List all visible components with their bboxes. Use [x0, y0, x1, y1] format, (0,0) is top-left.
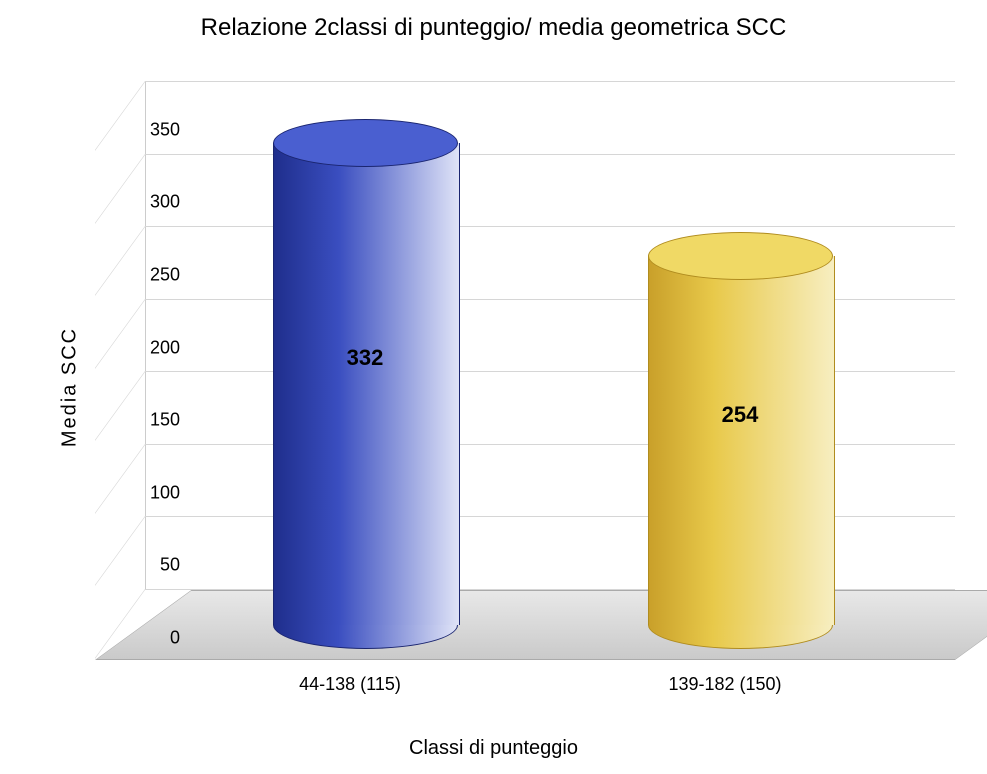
grid-line — [145, 226, 955, 227]
y-tick-label: 150 — [120, 410, 180, 431]
chart-container: Relazione 2classi di punteggio/ media ge… — [0, 0, 987, 774]
grid-line — [145, 81, 955, 82]
y-tick-label: 300 — [120, 192, 180, 213]
grid-depth-line — [95, 154, 145, 224]
grid-depth-line — [95, 371, 145, 441]
grid-depth-line — [95, 226, 145, 296]
plot-area: 0 50 100 150 200 250 300 350 332 44-138 (115) 254 1… — [95, 70, 955, 700]
grid-depth-line — [95, 516, 145, 586]
chart-title: Relazione 2classi di punteggio/ media ge… — [0, 14, 987, 42]
y-tick-label: 0 — [120, 627, 180, 648]
y-tick-label: 250 — [120, 264, 180, 285]
grid-line — [145, 154, 955, 155]
x-axis-label: Classi di punteggio — [0, 737, 987, 760]
y-tick-label: 50 — [120, 555, 180, 576]
bar-data-label: 254 — [722, 402, 759, 428]
floor-3d — [95, 590, 987, 660]
x-tick-label: 44-138 (115) — [299, 674, 401, 695]
cylinder-top-ellipse — [648, 232, 833, 280]
bar-data-label: 332 — [347, 345, 384, 371]
y-tick-label: 350 — [120, 119, 180, 140]
grid-depth-line — [95, 81, 145, 151]
cylinder-body — [273, 143, 460, 625]
y-tick-label: 100 — [120, 482, 180, 503]
x-tick-label: 139-182 (150) — [668, 674, 781, 695]
grid-depth-line — [95, 299, 145, 369]
cylinder-top-ellipse — [273, 119, 458, 167]
cylinder-body — [648, 256, 835, 625]
grid-depth-line — [95, 444, 145, 514]
y-tick-label: 200 — [120, 337, 180, 358]
y-axis-label: Media SCC — [59, 327, 82, 447]
